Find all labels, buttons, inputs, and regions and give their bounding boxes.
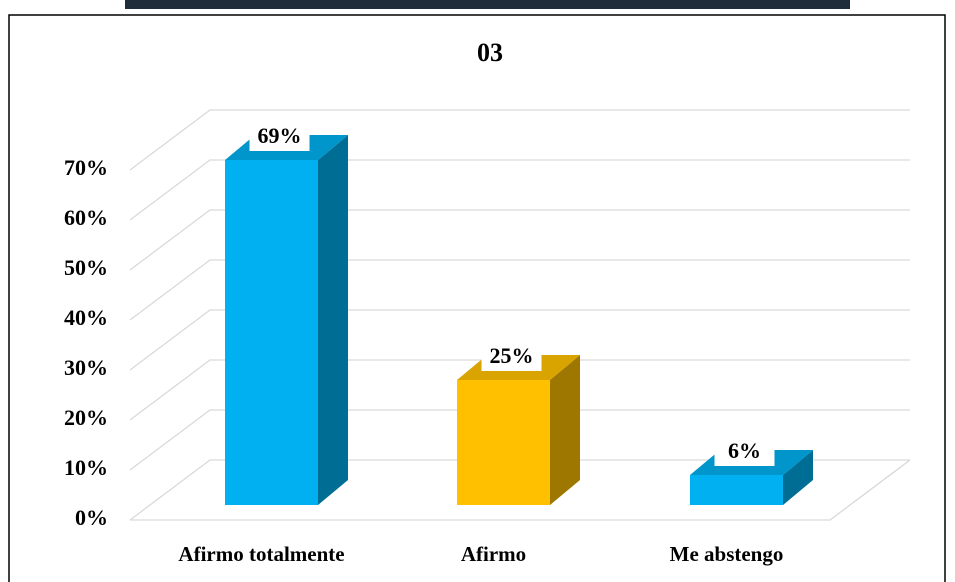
grid-line (129, 109, 910, 171)
grid-line (129, 159, 910, 221)
floor (130, 459, 911, 521)
bar (457, 355, 580, 505)
grid-line (129, 459, 910, 521)
y-tick-label: 10% (64, 455, 108, 480)
bar-face (690, 475, 783, 505)
x-tick-label: Afirmo (461, 542, 526, 566)
y-tick-label: 60% (64, 205, 108, 230)
bar-face (225, 160, 318, 505)
value-label-box (481, 344, 542, 371)
value-label: 69% (258, 123, 302, 148)
x-tick-label: Afirmo totalmente (178, 542, 344, 566)
grid-line (129, 309, 910, 371)
y-tick-label: 50% (64, 255, 108, 280)
banner (125, 0, 850, 9)
value-label-box (714, 439, 775, 466)
y-tick-label: 70% (64, 155, 108, 180)
grid-line (129, 359, 910, 421)
chart-title: 03 (477, 38, 503, 67)
bar-face (457, 380, 550, 505)
grid-line (129, 409, 910, 471)
value-label: 25% (490, 343, 534, 368)
grid-line (129, 209, 910, 271)
grid-line (129, 259, 910, 321)
y-tick-label: 40% (64, 305, 108, 330)
bar-face (550, 355, 580, 505)
y-tick-label: 30% (64, 355, 108, 380)
value-label: 6% (728, 438, 761, 463)
x-tick-label: Me abstengo (670, 542, 784, 566)
bar-face (318, 135, 348, 505)
bar (225, 135, 348, 505)
bar-face (783, 450, 813, 505)
value-label-box (249, 124, 310, 151)
y-tick-label: 0% (75, 505, 108, 530)
y-tick-label: 20% (64, 405, 108, 430)
